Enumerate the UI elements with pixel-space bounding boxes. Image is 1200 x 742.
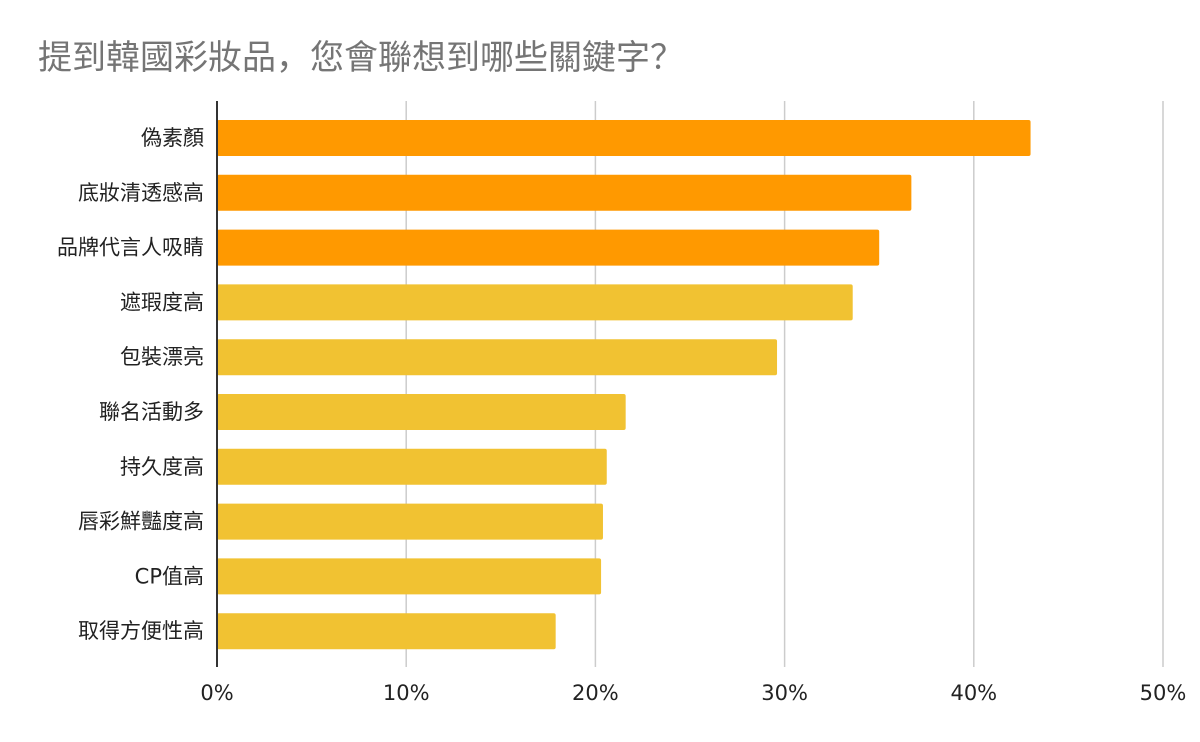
x-tick-label: 10% <box>383 681 430 705</box>
category-label: 包裝漂亮 <box>120 345 204 369</box>
bars <box>217 120 1031 650</box>
category-label: 底妝清透感高 <box>78 181 204 205</box>
category-label: 取得方便性高 <box>78 619 204 643</box>
bar <box>217 174 912 211</box>
bar <box>217 339 778 376</box>
bar <box>217 448 607 485</box>
category-label: 持久度高 <box>120 455 204 479</box>
x-tick-label: 20% <box>572 681 619 705</box>
bar <box>217 558 602 595</box>
category-label: 品牌代言人吸睛 <box>57 236 204 260</box>
x-tick-label: 50% <box>1140 681 1187 705</box>
bar <box>217 284 853 321</box>
bar <box>217 394 626 430</box>
x-tick-labels: 0% 10% 20% 30% 40% 50% <box>200 681 1186 705</box>
x-tick-label: 40% <box>950 681 997 705</box>
chart-title: 提到韓國彩妝品，您會聯想到哪些關鍵字？ <box>38 38 684 78</box>
bar <box>217 120 1031 156</box>
bar <box>217 229 880 266</box>
x-tick-label: 30% <box>761 681 808 705</box>
category-label: 唇彩鮮豔度高 <box>78 510 204 534</box>
category-label: CP值高 <box>135 564 204 588</box>
bar <box>217 503 603 540</box>
bar <box>217 613 556 650</box>
x-tick-label: 0% <box>200 681 233 705</box>
category-label: 聯名活動多 <box>99 400 204 424</box>
category-label: 偽素顏 <box>141 126 204 150</box>
category-label: 遮瑕度高 <box>120 290 204 314</box>
